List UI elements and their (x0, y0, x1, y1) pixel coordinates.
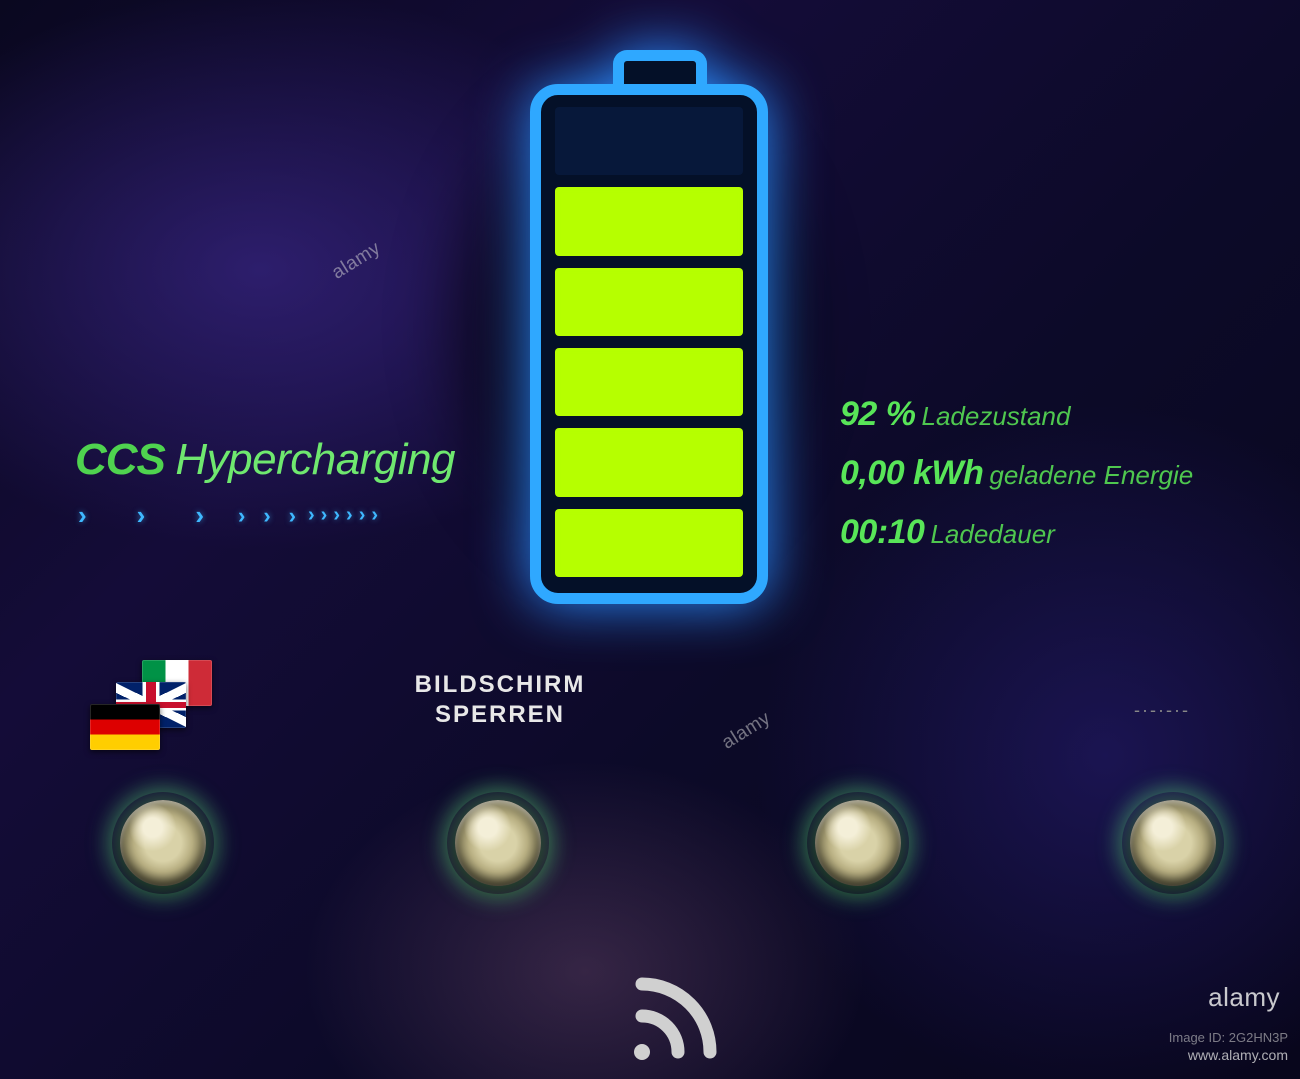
flag-de-icon[interactable] (90, 704, 160, 750)
language-selector[interactable] (90, 660, 220, 750)
pbtn-lockscreen[interactable] (455, 800, 541, 886)
chevron-icon: › (238, 503, 245, 529)
nfc-icon[interactable] (620, 960, 740, 1070)
battery-cell-full (555, 268, 743, 336)
battery-cell-full (555, 187, 743, 255)
chevron-icon: › (137, 500, 146, 531)
charging-stats: 92 %Ladezustand0,00 kWhgeladene Energie0… (840, 395, 1193, 552)
pbtn-language[interactable] (120, 800, 206, 886)
lock-screen-label: BILDSCHIRM SPERREN (385, 670, 615, 730)
chevron-icon: › (333, 504, 340, 527)
image-id: Image ID: 2G2HN3P (1169, 1029, 1288, 1047)
stat-value: 0,00 kWh (840, 454, 983, 492)
stat-row: 00:10Ladedauer (840, 513, 1193, 552)
options-indicator: -·-·-·- (1134, 700, 1190, 721)
battery-cell-full (555, 428, 743, 496)
stat-row: 92 %Ladezustand (840, 395, 1193, 434)
stat-value: 00:10 (840, 513, 924, 551)
chevron-icon: › (263, 503, 270, 529)
battery-cell-full (555, 348, 743, 416)
pbtn-4[interactable] (1130, 800, 1216, 886)
charger-screen: CCS Hypercharging ›››››››››››› 92 %Ladez… (0, 0, 1300, 1079)
battery-cell-empty (555, 107, 743, 175)
stat-label: geladene Energie (989, 460, 1193, 490)
chevron-icon: › (371, 504, 378, 527)
power-flow-chevrons: ›››››››››››› (78, 500, 378, 531)
lock-line1: BILDSCHIRM (385, 670, 615, 700)
lock-line2: SPERREN (385, 700, 615, 730)
charge-mode-title: CCS Hypercharging (75, 435, 455, 485)
chevron-icon: › (321, 504, 328, 527)
chevron-icon: › (359, 504, 366, 527)
stat-value: 92 % (840, 395, 916, 433)
watermark: alamy (328, 238, 385, 285)
chevron-icon: › (78, 500, 87, 531)
image-credit: Image ID: 2G2HN3P www.alamy.com (1169, 1029, 1288, 1065)
hypercharging-label: Hypercharging (175, 435, 455, 484)
stat-label: Ladezustand (922, 401, 1071, 431)
image-url: www.alamy.com (1169, 1046, 1288, 1065)
chevron-icon: › (346, 504, 353, 527)
battery-icon (530, 50, 790, 630)
chevron-icon: › (308, 504, 315, 527)
brand-logo: alamy (1208, 982, 1280, 1013)
battery-body (530, 84, 768, 604)
ccs-label: CCS (75, 435, 165, 484)
pbtn-3[interactable] (815, 800, 901, 886)
battery-cell-full (555, 509, 743, 577)
stat-row: 0,00 kWhgeladene Energie (840, 454, 1193, 493)
stat-label: Ladedauer (930, 519, 1054, 549)
chevron-icon: › (289, 503, 296, 529)
chevron-icon: › (195, 500, 204, 531)
watermark: alamy (718, 708, 775, 755)
